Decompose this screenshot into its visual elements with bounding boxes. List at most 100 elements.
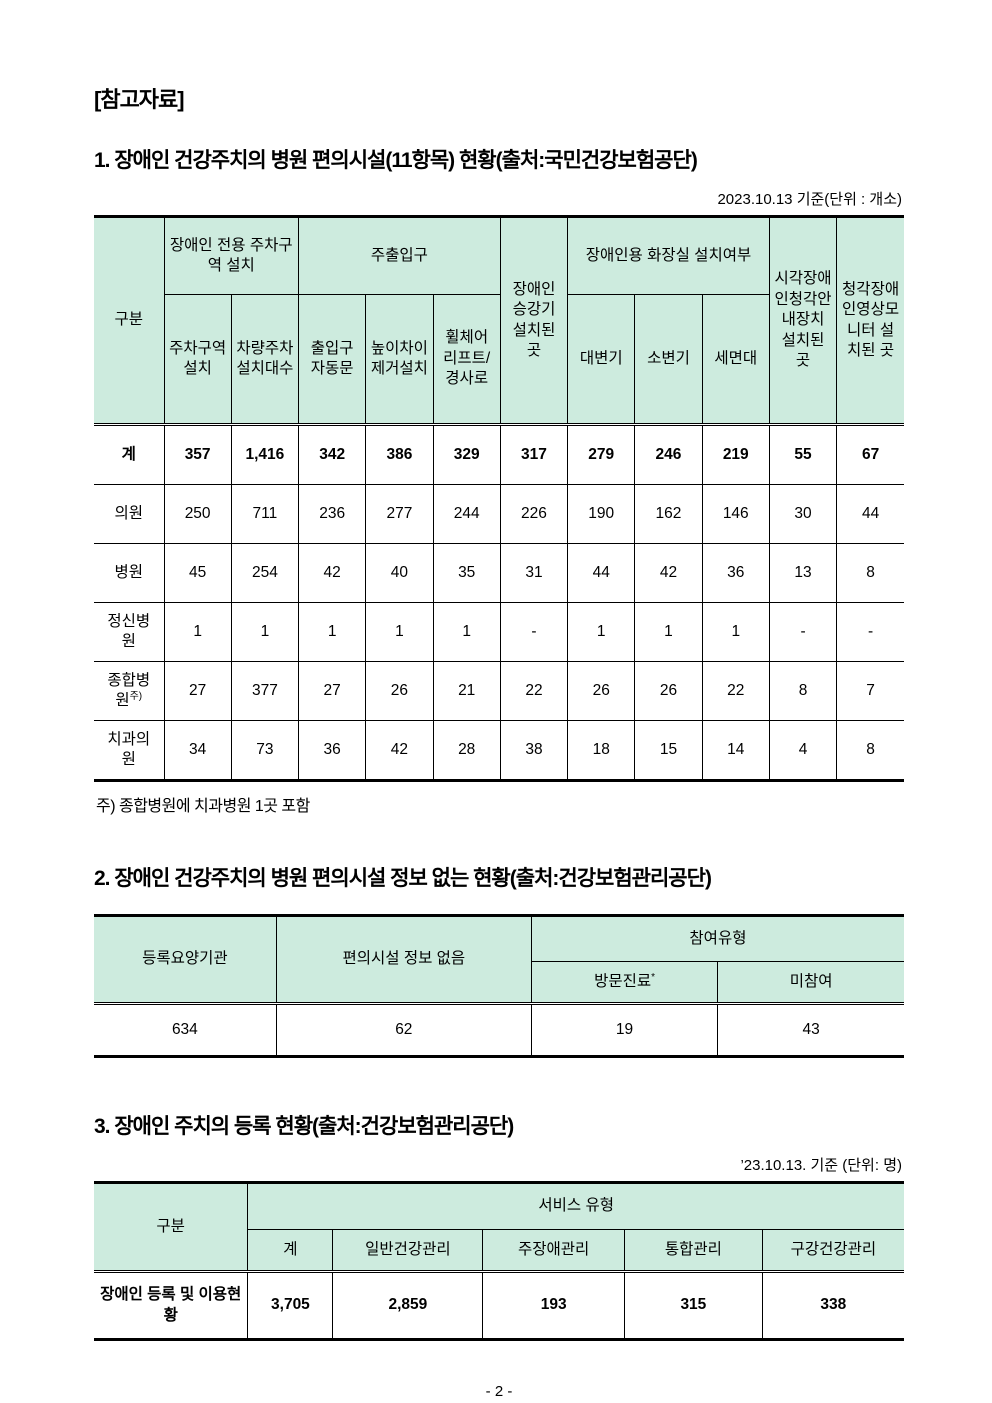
cell: 634 (94, 1002, 277, 1057)
cell: 357 (163, 423, 232, 485)
cell: 236 (298, 484, 367, 544)
cell: 62 (275, 1002, 532, 1057)
cell: 1 (701, 602, 770, 662)
cell: 1 (567, 602, 636, 662)
cell: 22 (499, 661, 569, 721)
cell: 244 (432, 484, 501, 544)
cell: 73 (230, 720, 300, 781)
table-row-general-hospital: 종합병원주) 27 377 27 26 21 22 26 26 22 8 7 (94, 661, 904, 721)
table-subheader-row: 계 일반건강관리 주장애관리 통합관리 구강건강관리 (94, 1229, 904, 1272)
header-group-toilet: 장애인용 화장실 설치여부 (567, 216, 770, 295)
cell: 338 (761, 1270, 904, 1340)
cell: 7 (836, 661, 904, 721)
cell: 329 (432, 423, 501, 485)
table-row-total: 계 357 1,416 342 386 329 317 279 246 219 … (94, 423, 904, 485)
cell: 190 (567, 484, 636, 544)
cell: 15 (634, 720, 703, 781)
section-1-date-note: 2023.10.13 기준(단위 : 개소) (717, 191, 902, 208)
cell: 44 (836, 484, 904, 544)
cell: 45 (163, 543, 232, 603)
cell: 315 (624, 1270, 763, 1340)
asterisk-marker: * (651, 971, 656, 983)
cell: 13 (768, 543, 838, 603)
section-1-title: 1. 장애인 건강주치의 병원 편의시설(11항목) 현황(출처:국민건강보험공… (94, 149, 698, 172)
cell: - (836, 602, 904, 662)
table-footnote: 주) 종합병원에 치과병원 1곳 포함 (96, 798, 310, 815)
cell: 44 (567, 543, 636, 603)
facility-status-table: 구분 장애인 전용 주차구역 설치 주출입구 장애인 승강기 설치된 곳 장애인… (94, 215, 904, 782)
header-group-entrance: 주출입구 (298, 216, 501, 295)
row-label: 장애인 등록 및 이용현황 (94, 1270, 249, 1340)
section-3-date-note: ’23.10.13. 기준 (단위: 명) (740, 1157, 902, 1174)
section-2-title: 2. 장애인 건강주치의 병원 편의시설 정보 없는 현황(출처:건강보험관리공… (94, 867, 712, 890)
cell: 162 (634, 484, 703, 544)
page-number: - 2 - (485, 1383, 513, 1400)
header-hearing-monitor: 청각장애인영상모니터 설치된 곳 (836, 216, 904, 425)
cell: 8 (836, 720, 904, 781)
table-header-row: 구분 장애인 전용 주차구역 설치 주출입구 장애인 승강기 설치된 곳 장애인… (94, 216, 904, 425)
cell: 277 (365, 484, 434, 544)
table-row-clinic: 의원 250 711 236 277 244 226 190 162 146 3… (94, 484, 904, 544)
cell: - (768, 602, 838, 662)
subheader-visit-care: 방문진료* (531, 961, 719, 1004)
cell: 18 (567, 720, 636, 781)
cell: 8 (768, 661, 838, 721)
header-visual-guide: 시각장애인청각안내장치 설치된 곳 (768, 216, 838, 425)
table-header-row: 구분 서비스 유형 (94, 1182, 904, 1272)
cell: 146 (701, 484, 770, 544)
header-group-service-type: 서비스 유형 (247, 1182, 904, 1230)
cell: 35 (432, 543, 501, 603)
cell: 1 (365, 602, 434, 662)
row-label: 계 (94, 423, 165, 485)
cell: 250 (163, 484, 232, 544)
header-gubun: 구분 (94, 1182, 249, 1272)
cell: 31 (499, 543, 569, 603)
doc-label: [참고자료] (94, 87, 185, 112)
cell: 27 (163, 661, 232, 721)
cell: 26 (567, 661, 636, 721)
cell: 36 (298, 720, 367, 781)
cell: 36 (701, 543, 770, 603)
section-3-title: 3. 장애인 주치의 등록 현황(출처:건강보험관리공단) (94, 1115, 514, 1138)
header-registered-org: 등록요양기관 (94, 915, 277, 1004)
subheader: 통합관리 (624, 1229, 763, 1272)
cell: 28 (432, 720, 501, 781)
cell: 42 (365, 720, 434, 781)
cell: 55 (768, 423, 838, 485)
cell: 42 (634, 543, 703, 603)
cell: 30 (768, 484, 838, 544)
cell: 26 (365, 661, 434, 721)
cell: 1 (634, 602, 703, 662)
cell: 193 (482, 1270, 626, 1340)
subheader: 계 (247, 1229, 334, 1272)
cell: 21 (432, 661, 501, 721)
subheader: 소변기 (634, 294, 703, 425)
cell: 19 (530, 1002, 719, 1057)
table-row-hospital: 병원 45 254 42 40 35 31 44 42 36 13 8 (94, 543, 904, 603)
cell: 386 (365, 423, 434, 485)
cell: 8 (836, 543, 904, 603)
cell: 711 (230, 484, 300, 544)
cell: 377 (230, 661, 300, 721)
cell: 317 (499, 423, 569, 485)
cell: 38 (499, 720, 569, 781)
table-header-row: 등록요양기관 편의시설 정보 없음 참여유형 (94, 915, 904, 1004)
cell: 1 (298, 602, 367, 662)
cell: 26 (634, 661, 703, 721)
subheader: 구강건강관리 (761, 1229, 904, 1272)
header-group-parking: 장애인 전용 주차구역 설치 (163, 216, 300, 295)
table-subheader-row: 방문진료* 미참여 (94, 961, 904, 1004)
subheader-text: 방문진료 (594, 972, 652, 990)
cell: 22 (701, 661, 770, 721)
subheader: 대변기 (567, 294, 636, 425)
subheader: 출입구 자동문 (298, 294, 367, 425)
cell: 67 (836, 423, 904, 485)
header-gubun: 구분 (94, 216, 165, 425)
row-label: 병원 (94, 543, 165, 603)
cell: 342 (298, 423, 367, 485)
subheader: 일반건강관리 (332, 1229, 484, 1272)
header-no-info: 편의시설 정보 없음 (275, 915, 532, 1004)
row-label: 종합병원주) (94, 661, 165, 721)
cell: 40 (365, 543, 434, 603)
row-label: 치과의원 (94, 720, 165, 781)
